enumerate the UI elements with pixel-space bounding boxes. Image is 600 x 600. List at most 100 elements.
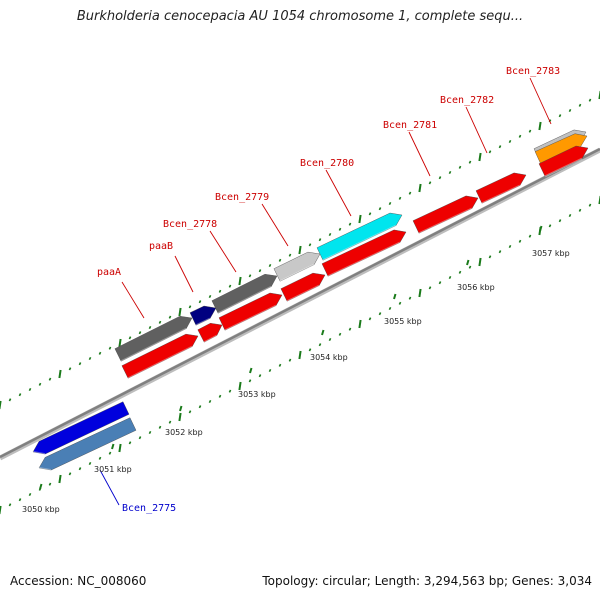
cds-arrow xyxy=(412,195,479,234)
gene-arrow-paaA-highlight xyxy=(120,327,187,363)
upper-tick xyxy=(238,276,242,286)
major-tick xyxy=(539,225,543,232)
label-leader xyxy=(261,203,289,247)
upper-tick xyxy=(558,114,562,118)
lower-tick xyxy=(198,405,202,409)
scale-label: 3053 kbp xyxy=(238,390,276,399)
upper-tick xyxy=(18,393,22,397)
upper-tick xyxy=(368,212,372,216)
gene-arrow-bcen-2779-highlight xyxy=(279,263,315,283)
cds-arrow-highlight xyxy=(286,284,320,303)
lower-tick xyxy=(298,350,302,360)
upper-tick xyxy=(348,222,352,226)
upper-tick xyxy=(88,356,92,361)
upper-tick xyxy=(528,129,532,133)
cds-arrow-highlight xyxy=(203,334,218,344)
upper-tick xyxy=(218,289,222,293)
scale-label: 3057 kbp xyxy=(532,249,570,258)
lower-tick xyxy=(498,250,502,254)
lower-tick xyxy=(238,381,242,391)
upper-tick xyxy=(538,121,542,131)
gene-labels: paaA paaB Bcen_2778 Bcen_2779 Bcen_2780 Bcen_… xyxy=(97,66,560,514)
upper-tick xyxy=(0,400,2,410)
upper-tick xyxy=(578,103,582,107)
gene-arrow-bcen-2780 xyxy=(316,212,403,261)
gene-arrow-paaB-highlight xyxy=(195,317,211,327)
upper-tick xyxy=(108,346,112,350)
lower-tick xyxy=(18,498,22,502)
lower-tick xyxy=(478,257,482,267)
upper-tick xyxy=(298,245,302,255)
lower-tick xyxy=(418,288,422,298)
gene-features xyxy=(32,129,589,472)
lower-tick xyxy=(328,337,332,342)
upper-tick xyxy=(158,320,162,324)
upper-tick xyxy=(458,165,462,169)
upper-tick xyxy=(28,387,32,392)
lower-tick xyxy=(368,317,372,321)
lower-tick xyxy=(128,441,132,445)
lower-tick xyxy=(268,368,272,373)
upper-tick xyxy=(78,362,82,366)
label-leader xyxy=(408,131,431,177)
lower-tick xyxy=(568,213,572,218)
upper-tick xyxy=(308,243,312,247)
cds-arrow xyxy=(280,272,326,302)
gene-label-paaa: paaA xyxy=(97,267,121,278)
gene-label-bcen-2781: Bcen_2781 xyxy=(383,120,437,131)
label-leader xyxy=(465,106,488,154)
lower-tick xyxy=(228,389,232,393)
upper-tick xyxy=(288,253,292,257)
lower-tick xyxy=(118,443,122,453)
lower-tick xyxy=(458,270,462,274)
upper-tick xyxy=(588,98,592,102)
lower-tick xyxy=(438,281,442,285)
lower-tick xyxy=(218,394,222,398)
lower-tick xyxy=(278,363,282,367)
lower-tick xyxy=(338,332,342,336)
upper-tick xyxy=(448,170,452,175)
scale-label: 3054 kbp xyxy=(310,353,348,362)
scale-label: 3051 kbp xyxy=(94,465,132,474)
lower-tick xyxy=(8,503,12,507)
major-tick xyxy=(466,259,470,266)
lower-tick xyxy=(448,275,452,280)
lower-tick xyxy=(148,430,152,435)
lower-tick xyxy=(358,319,362,329)
backbone xyxy=(0,147,600,461)
gene-label-paab: paaB xyxy=(149,241,173,252)
lower-tick xyxy=(68,472,72,476)
upper-tick xyxy=(428,181,432,185)
lower-tick xyxy=(0,505,2,515)
upper-tick xyxy=(38,382,42,386)
lower-tick xyxy=(508,244,512,249)
label-leader xyxy=(174,255,194,293)
scale-label: 3055 kbp xyxy=(384,317,422,326)
cds-arrow-highlight xyxy=(418,207,473,235)
gene-arrow-bcen-2779 xyxy=(273,251,321,282)
upper-tick xyxy=(58,369,62,379)
cds-arrow xyxy=(321,229,407,277)
lower-tick xyxy=(138,436,142,440)
backbone-line xyxy=(0,147,600,459)
upper-tick xyxy=(398,196,402,200)
cds-arrow-highlight xyxy=(224,304,277,332)
upper-tick xyxy=(388,201,392,206)
upper-tick xyxy=(318,238,322,242)
upper-tick xyxy=(208,294,212,299)
gene-arrow-paaA xyxy=(114,315,193,362)
lower-tick xyxy=(78,467,82,471)
gene-arrow-reverse-blue-highlight xyxy=(32,451,46,456)
lower-tick xyxy=(258,374,262,378)
cds-arrow-highlight xyxy=(127,345,193,380)
cds-arrow xyxy=(475,172,527,204)
upper-tick xyxy=(138,331,142,335)
upper-tick xyxy=(438,176,442,180)
gene-arrow-bcen-2775 xyxy=(38,417,137,471)
lower-tick xyxy=(58,474,62,484)
upper-tick xyxy=(568,108,572,113)
upper-tick xyxy=(418,183,422,193)
lower-tick xyxy=(488,255,492,259)
cds-arrow-highlight xyxy=(481,184,521,205)
